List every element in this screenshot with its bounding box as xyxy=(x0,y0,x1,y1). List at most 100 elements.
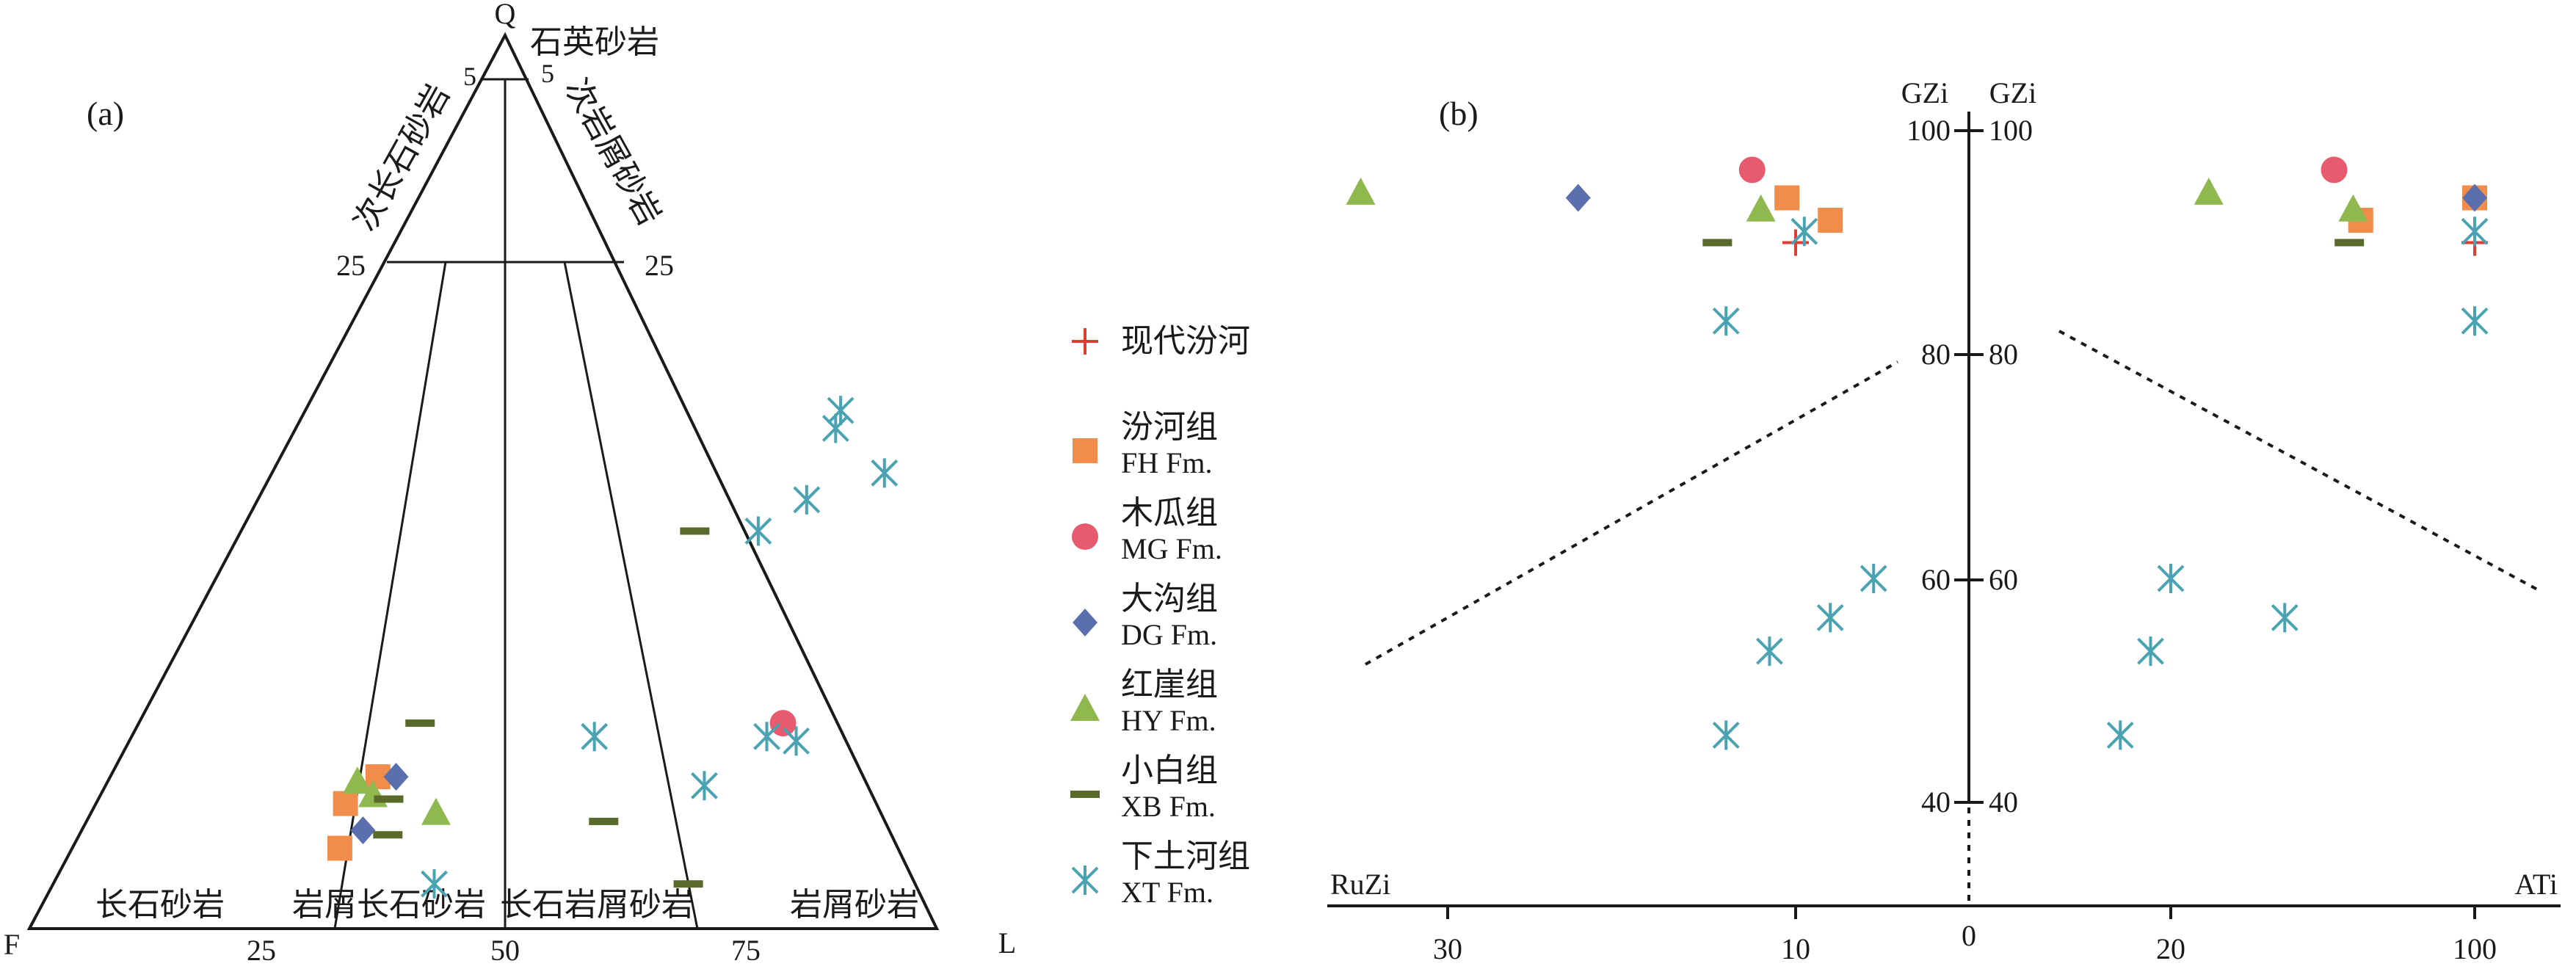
ternary-point-XT-6 xyxy=(421,869,448,899)
ati-point-XT-1 xyxy=(2461,306,2489,336)
legend-label-XT: 下土河组 xyxy=(1121,838,1250,874)
ternary-point-XB-4 xyxy=(589,817,619,825)
ternary-point-XB-5 xyxy=(673,880,703,888)
ruzi-point-XT-1 xyxy=(1712,306,1740,336)
ternary-point-XB-2 xyxy=(373,831,403,839)
ternary-point-HY-2 xyxy=(421,797,451,825)
ternary-point-XT-0 xyxy=(827,396,855,426)
legend-label-MG: 木瓜组 xyxy=(1121,495,1218,531)
boundary-right xyxy=(2058,330,2541,592)
ruzi-point-DG-0 xyxy=(1565,184,1591,212)
ati-point-XB-0 xyxy=(2334,239,2365,247)
base-tick-75: 75 xyxy=(731,934,761,965)
ternary-point-XT-1 xyxy=(821,413,849,443)
legend-marker-MG xyxy=(1072,523,1098,550)
legend-marker-HY xyxy=(1070,694,1100,721)
x-ticks xyxy=(1446,906,2476,919)
base-tick-50: 50 xyxy=(490,934,520,965)
panel-b-label: (b) xyxy=(1439,95,1479,132)
ruzi-point-MG-0 xyxy=(1738,156,1766,184)
right-tick-5: 5 xyxy=(541,59,554,88)
legend-item-present: 现代汾河 xyxy=(1072,323,1250,359)
legend-marker-FH xyxy=(1073,438,1097,463)
field-sublitharenite: 次岩屑砂岩 xyxy=(558,73,668,231)
field-lithic-arkose: 岩屑长石砂岩 xyxy=(292,887,486,923)
ati-point-XT-2 xyxy=(2157,564,2185,593)
ruzi-point-FH-1 xyxy=(1818,208,1843,233)
ternary-point-DG-1 xyxy=(350,816,376,845)
vertex-f-label: F xyxy=(4,928,20,961)
ternary-point-MG-0 xyxy=(769,710,797,737)
ati-point-HY-1 xyxy=(2338,194,2368,222)
field-quartz-arenite: 石英砂岩 xyxy=(530,24,659,60)
ternary-point-XT-5 xyxy=(581,722,609,752)
ternary-outline xyxy=(26,32,940,930)
ternary-point-XT-3 xyxy=(871,458,899,488)
ternary-point-FH-1 xyxy=(333,791,358,816)
boundary-left xyxy=(1365,360,1898,666)
ruzi-point-XB-0 xyxy=(1702,239,1733,247)
legend-label-HY: 红崖组 xyxy=(1121,667,1218,703)
ternary-points xyxy=(327,396,899,899)
y-tick-left-60: 60 xyxy=(1921,563,1951,596)
ternary-point-XT-8 xyxy=(753,722,780,752)
left-tick-25: 25 xyxy=(336,249,366,282)
field-litharenite: 岩屑砂岩 xyxy=(790,887,919,923)
y-tick-left-80: 80 xyxy=(1921,338,1951,371)
x-tick-10: 10 xyxy=(1781,932,1810,965)
ternary-point-XT-4 xyxy=(744,516,772,546)
left-tick-5: 5 xyxy=(463,62,476,91)
ternary-point-XT-7 xyxy=(691,771,718,801)
y-tick-right-100: 100 xyxy=(1989,114,2033,147)
y-tick-right-40: 40 xyxy=(1989,785,2018,819)
ati-point-HY-0 xyxy=(2194,177,2224,205)
ternary-point-DG-0 xyxy=(383,763,409,791)
ruzi-point-HY-0 xyxy=(1346,177,1376,205)
ternary-point-XB-1 xyxy=(374,795,404,803)
legend-label-DG: 大沟组 xyxy=(1121,581,1218,617)
legend-sublabel-HY: HY Fm. xyxy=(1121,704,1216,737)
x-tick-0: 0 xyxy=(1962,919,1976,952)
ternary-point-XB-0 xyxy=(405,719,435,727)
ternary-line-right xyxy=(563,261,699,929)
ati-point-XT-4 xyxy=(2137,636,2164,667)
ternary-point-FH-2 xyxy=(327,835,352,861)
base-tick-25: 25 xyxy=(247,934,276,965)
ati-point-XT-0 xyxy=(2461,217,2489,247)
y-tick-right-60: 60 xyxy=(1989,563,2018,596)
ternary-line-left xyxy=(333,261,447,929)
x-tick-20: 20 xyxy=(2156,932,2185,965)
ruzi-point-XT-5 xyxy=(1712,720,1740,750)
vertex-q-label: Q xyxy=(495,0,516,30)
y-label-right: GZi xyxy=(1989,76,2036,109)
ternary-point-XB-3 xyxy=(680,527,710,535)
legend-marker-DG xyxy=(1073,609,1097,636)
y-tick-right-80: 80 xyxy=(1989,338,2018,371)
legend-sublabel-XB: XB Fm. xyxy=(1121,790,1216,823)
x-tick-100: 100 xyxy=(2453,932,2497,965)
legend-sublabel-FH: FH Fm. xyxy=(1121,446,1213,479)
legend-marker-present xyxy=(1072,328,1098,355)
field-arkose: 长石砂岩 xyxy=(95,887,225,923)
ternary-point-XT-2 xyxy=(793,484,821,515)
discrimination-points xyxy=(1346,156,2489,750)
ruzi-point-XT-3 xyxy=(1816,603,1844,633)
vertex-l-label: L xyxy=(998,926,1016,959)
field-feldspathic-litharenite: 长石岩屑砂岩 xyxy=(500,887,694,923)
x-label-ati: ATi xyxy=(2514,868,2558,901)
legend-sublabel-DG: DG Fm. xyxy=(1121,618,1217,651)
ruzi-point-FH-0 xyxy=(1774,185,1800,211)
right-tick-25: 25 xyxy=(645,249,674,282)
ati-point-XT-3 xyxy=(2271,603,2299,633)
legend-marker-XB xyxy=(1070,791,1100,798)
discrimination-panel: (b) 100 100 80 80 60 60 40 40 GZi GZi 30 xyxy=(1327,76,2561,965)
panel-a-label: (a) xyxy=(87,95,124,132)
x-tick-30: 30 xyxy=(1433,932,1462,965)
ternary-point-XT-9 xyxy=(783,726,810,756)
legend-sublabel-XT: XT Fm. xyxy=(1121,876,1213,909)
